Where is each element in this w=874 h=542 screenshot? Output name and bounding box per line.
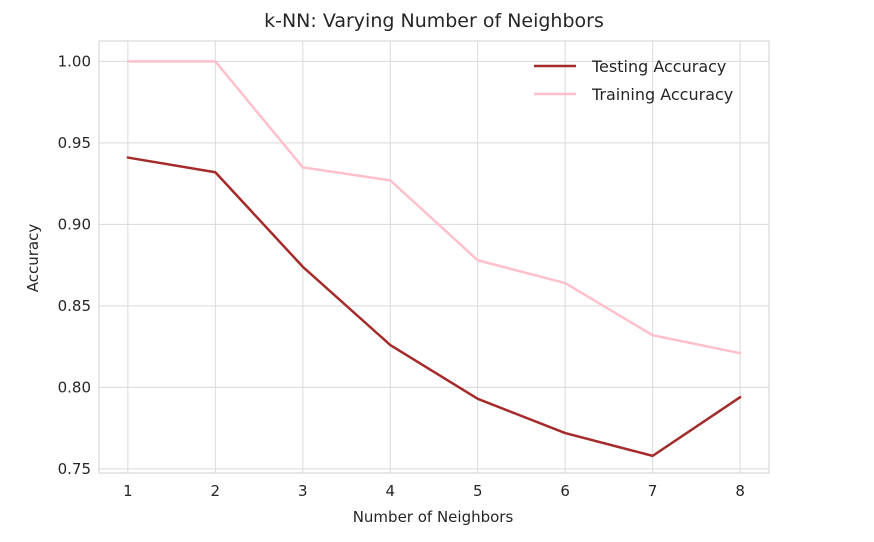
y-tick-label: 0.95	[58, 134, 91, 152]
y-tick-label: 0.90	[58, 215, 91, 233]
legend-label-0: Testing Accuracy	[591, 57, 726, 76]
chart-title: k-NN: Varying Number of Neighbors	[264, 10, 604, 32]
x-tick-label: 4	[385, 482, 395, 500]
grid-lines	[99, 41, 769, 473]
x-tick-label: 2	[211, 482, 221, 500]
legend: Testing Accuracy Training Accuracy	[534, 57, 733, 104]
series-line-1	[126, 60, 742, 355]
x-tick-label: 6	[560, 482, 570, 500]
x-tick-label: 8	[735, 482, 745, 500]
y-tick-label: 0.80	[58, 378, 91, 396]
y-tick-label: 0.85	[58, 297, 91, 315]
y-tick-label: 1.00	[58, 52, 91, 70]
y-axis-label: Accuracy	[24, 224, 42, 293]
x-tick-label: 3	[298, 482, 308, 500]
x-axis-label: Number of Neighbors	[353, 508, 514, 526]
x-axis-ticks: 1 2 3 4 5 6 7 8	[123, 482, 745, 500]
y-tick-label: 0.75	[58, 460, 91, 478]
x-tick-label: 1	[123, 482, 133, 500]
legend-label-1: Training Accuracy	[591, 85, 733, 104]
series-line-0	[126, 156, 742, 458]
plot-area	[98, 40, 770, 474]
x-tick-label: 5	[473, 482, 483, 500]
y-axis-ticks: 0.75 0.80 0.85 0.90 0.95 1.00	[58, 52, 91, 478]
series-lines	[126, 60, 742, 458]
x-tick-label: 7	[648, 482, 658, 500]
